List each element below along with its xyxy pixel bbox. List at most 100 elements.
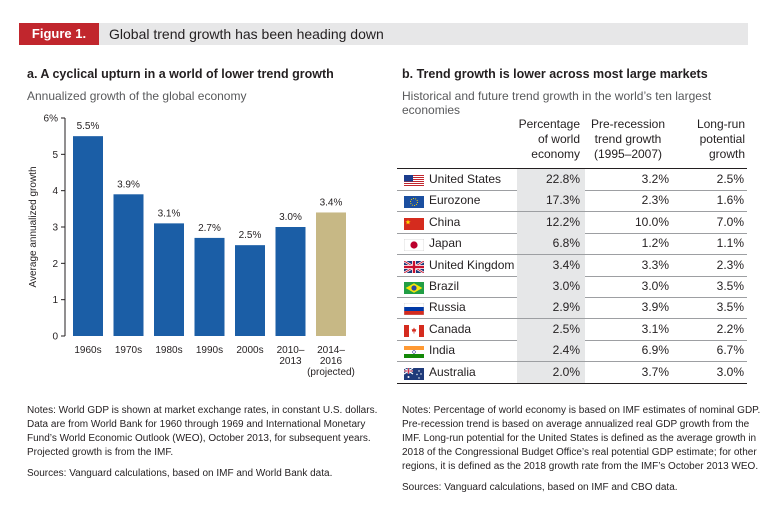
bar-value-label: 3.1% xyxy=(158,208,181,219)
panel-b-subtitle: Historical and future trend growth in th… xyxy=(402,89,712,117)
x-category-label: 1980s xyxy=(155,345,182,356)
share-value: 12.2% xyxy=(545,214,580,229)
column-header-line: Long-run xyxy=(696,117,745,131)
pre-recession-value: 6.9% xyxy=(641,343,669,358)
table-row: Russia 2.9% 3.9% 3.5% xyxy=(397,297,747,319)
pre-recession-value: 3.7% xyxy=(641,364,669,379)
share-cell-shade xyxy=(517,169,585,190)
japan-flag-icon xyxy=(403,238,425,252)
table-row: China 12.2% 10.0% 7.0% xyxy=(397,211,747,233)
column-header-line: Pre-recession xyxy=(590,117,666,131)
country-name: Brazil xyxy=(429,279,460,293)
share-cell-shade xyxy=(517,318,585,340)
y-tick-label: 6% xyxy=(44,114,59,125)
bar-value-label: 5.5% xyxy=(77,121,100,132)
sources-line: Sources: Vanguard calculations, based on… xyxy=(27,468,333,479)
y-tick-label: 1 xyxy=(52,295,58,306)
bar-value-label: 3.0% xyxy=(279,212,302,223)
column-header-line: (1995–2007) xyxy=(593,147,663,161)
share-value: 3.0% xyxy=(552,279,580,293)
pre-recession-value: 3.2% xyxy=(641,172,669,186)
column-header-long-run: Long-run potential growth xyxy=(677,117,745,162)
long-run-value: 1.6% xyxy=(716,193,744,208)
bar-value-label: 3.9% xyxy=(117,179,140,190)
note-line: Notes: World GDP is shown at market exch… xyxy=(27,405,378,416)
country-name: India xyxy=(429,343,456,358)
long-run-value: 2.2% xyxy=(716,321,744,336)
notes-panel-a: Notes: World GDP is shown at market exch… xyxy=(27,404,387,481)
country-name: United Kingdom xyxy=(429,257,515,272)
y-tick-label: 4 xyxy=(52,186,58,197)
share-value: 2.4% xyxy=(552,343,580,358)
canada-flag-icon xyxy=(404,324,424,337)
y-tick-label: 2 xyxy=(52,259,58,270)
figure-title: Global trend growth has been heading dow… xyxy=(109,26,384,42)
india-flag-icon xyxy=(404,345,424,359)
long-run-value: 1.1% xyxy=(716,236,744,251)
country-name: Canada xyxy=(429,321,472,336)
table-row: Canada 2.5% 3.1% 2.2% xyxy=(397,318,747,340)
bar xyxy=(73,136,103,336)
column-header-share: Percentage of world economy xyxy=(507,117,580,162)
bar xyxy=(275,227,306,336)
note-line: Notes: Percentage of world economy is ba… xyxy=(402,405,761,416)
notes-panel-b: Notes: Percentage of world economy is ba… xyxy=(402,404,762,495)
y-axis-title: Average annualized growth xyxy=(28,166,39,287)
country-name: Australia xyxy=(429,364,476,379)
share-value: 2.9% xyxy=(552,300,580,315)
panel-b-title: b. Trend growth is lower across most lar… xyxy=(402,67,708,81)
note-line: Data are from World Bank for 1960 throug… xyxy=(27,419,366,430)
table-row: United States 22.8% 3.2% 2.5% xyxy=(397,169,747,190)
y-tick-label: 3 xyxy=(52,223,58,234)
long-run-value: 7.0% xyxy=(716,214,744,229)
note-line: Fund’s World Economic Outlook (WEO), Oct… xyxy=(27,433,371,444)
table-row: India 2.4% 6.9% 6.7% xyxy=(397,340,747,362)
us-flag-icon xyxy=(404,174,424,187)
pre-recession-value: 10.0% xyxy=(634,214,669,229)
long-run-value: 2.5% xyxy=(716,172,744,186)
column-header-line: trend growth xyxy=(594,132,662,146)
table-row: Eurozone 17.3% 2.3% 1.6% xyxy=(397,190,747,212)
country-name: Eurozone xyxy=(429,193,481,208)
bar xyxy=(235,245,265,336)
column-header-line: economy xyxy=(531,147,580,161)
share-value: 2.5% xyxy=(552,321,580,336)
bar-value-label: 2.5% xyxy=(239,230,262,241)
note-line: Pre-recession trend is based on average … xyxy=(402,419,750,430)
figure-label: Figure 1. xyxy=(19,23,99,45)
bar xyxy=(316,212,346,336)
column-header-line: potential xyxy=(699,132,745,146)
share-value: 3.4% xyxy=(552,257,580,272)
pre-recession-value: 1.2% xyxy=(641,236,669,251)
share-cell-shade xyxy=(517,340,585,362)
note-line: 2018 of the Congressional Budget Office’… xyxy=(402,447,757,458)
x-category-label: (projected) xyxy=(307,367,355,378)
table-row: Brazil 3.0% 3.0% 3.5% xyxy=(397,276,747,297)
brazil-flag-icon xyxy=(404,281,424,294)
long-run-value: 2.3% xyxy=(716,257,744,272)
country-name: United States xyxy=(429,172,502,186)
share-cell-shade xyxy=(517,211,585,233)
y-tick-label: 0 xyxy=(52,332,58,343)
share-cell-shade xyxy=(517,276,585,297)
column-header-line: of world xyxy=(537,132,580,146)
share-cell-shade xyxy=(517,297,585,319)
y-tick-label: 5 xyxy=(52,150,58,161)
x-category-label: 1960s xyxy=(74,345,101,356)
x-category-label: 2010– xyxy=(277,345,305,356)
bar xyxy=(113,194,144,336)
share-value: 22.8% xyxy=(545,172,580,186)
x-category-label: 1970s xyxy=(115,345,142,356)
pre-recession-value: 3.9% xyxy=(641,300,669,315)
panel-a-subtitle: Annualized growth of the global economy xyxy=(27,89,247,103)
panel-a-title: a. A cyclical upturn in a world of lower… xyxy=(27,67,334,81)
figure-header: Figure 1. Global trend growth has been h… xyxy=(19,23,748,45)
long-run-value: 3.5% xyxy=(716,300,744,315)
column-header-line: Percentage xyxy=(518,117,580,131)
table-rule xyxy=(397,168,747,169)
pre-recession-value: 2.3% xyxy=(641,193,669,208)
x-category-label: 1990s xyxy=(196,345,223,356)
long-run-value: 3.0% xyxy=(716,364,744,379)
x-category-label: 2016 xyxy=(320,356,343,367)
